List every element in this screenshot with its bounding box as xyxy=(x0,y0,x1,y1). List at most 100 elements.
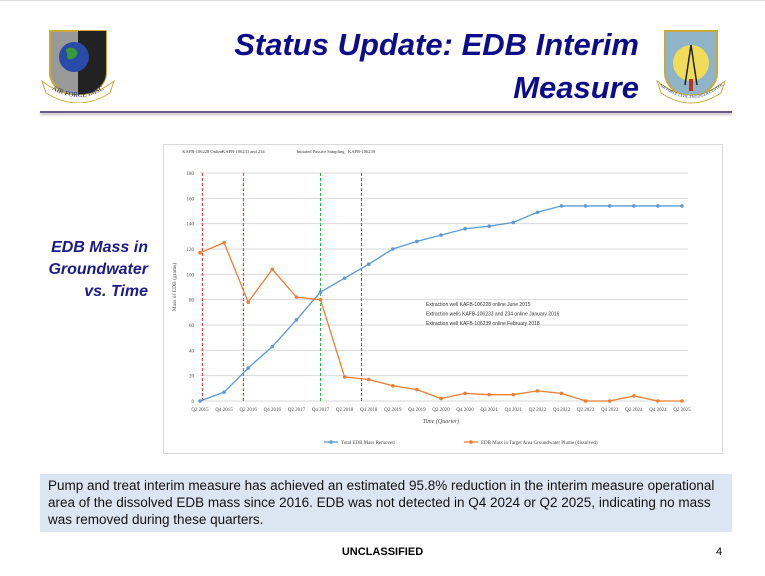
chart-annotation: Extraction well KAFB-106228 online June … xyxy=(426,302,531,308)
x-tick-label: Q4 2015 xyxy=(215,408,233,413)
x-tick-label: Q4 2023 xyxy=(601,408,619,413)
y-axis-label: Mass of EDB (grams) xyxy=(171,263,178,312)
side-label-line: vs. Time xyxy=(84,283,148,300)
side-label-line: EDB Mass in xyxy=(51,239,148,256)
data-point xyxy=(680,399,684,403)
data-point xyxy=(198,399,202,403)
chart-annotation: Extraction well KAFB-106239 online Febru… xyxy=(426,321,540,327)
x-axis-label: Time (Quarter) xyxy=(423,418,460,425)
data-point xyxy=(198,251,202,255)
x-tick-label: Q4 2018 xyxy=(360,408,378,413)
air-force-imsc-logo: AIR FORCE IMSC xyxy=(41,30,115,103)
x-tick-label: Q2 2021 xyxy=(481,408,499,413)
data-point xyxy=(680,204,684,208)
legend-label: EDB Mass in Target Area Groundwater Plum… xyxy=(481,441,598,446)
event-label: KAFB-106228 Online xyxy=(182,149,222,154)
data-point xyxy=(559,204,564,208)
x-tick-label: Q4 2019 xyxy=(408,408,426,413)
data-point xyxy=(391,384,395,388)
data-point xyxy=(318,297,323,302)
x-tick-label: Q2 2019 xyxy=(384,408,402,413)
data-point xyxy=(294,295,299,299)
data-point xyxy=(583,204,588,208)
y-tick-label: 160 xyxy=(187,197,195,202)
edb-mass-chart: 0 20 40 60 80 100 120 140 160 180 Q2 2015 Q4 2015 Q2… xyxy=(163,144,723,454)
data-point xyxy=(607,204,612,208)
x-tick-label: Q2 2025 xyxy=(673,408,691,413)
x-tick-label: Q4 2022 xyxy=(553,408,571,413)
y-tick-label: 100 xyxy=(187,273,195,278)
x-tick-label: Q2 2017 xyxy=(288,408,306,413)
x-tick-label: Q4 2020 xyxy=(456,408,474,413)
y-tick-label: 0 xyxy=(192,400,195,405)
y-tick-label: 60 xyxy=(189,324,195,329)
data-point xyxy=(246,366,250,370)
x-tick-label: Q2 2020 xyxy=(432,408,450,413)
data-point xyxy=(366,262,371,266)
data-point xyxy=(559,391,564,396)
legend-marker xyxy=(469,440,473,444)
y-tick-label: 20 xyxy=(189,375,195,380)
x-tick-label: Q4 2021 xyxy=(505,408,523,413)
data-point xyxy=(318,290,323,294)
data-point xyxy=(342,276,347,280)
page-title: Status Update: EDB Interim Measure xyxy=(234,27,639,105)
data-point xyxy=(270,267,275,272)
event-label: KAFB-106239 xyxy=(348,149,376,154)
y-tick-label: 180 xyxy=(187,172,195,177)
title-divider xyxy=(40,111,732,113)
page-number: 4 xyxy=(716,546,723,558)
y-tick-label: 80 xyxy=(189,299,195,304)
x-tick-label: Q2 2015 xyxy=(191,408,209,413)
data-point xyxy=(463,391,467,396)
data-point xyxy=(342,375,347,379)
data-point xyxy=(511,392,516,397)
x-tick-label: Q2 2023 xyxy=(577,408,595,413)
x-tick-label: Q2 2016 xyxy=(240,408,258,413)
classification-label: UNCLASSIFIED xyxy=(341,546,424,558)
x-tick-label: Q4 2024 xyxy=(649,408,667,413)
data-point xyxy=(246,300,250,304)
event-label: KAFB-106233 and 234 xyxy=(222,149,265,154)
data-point xyxy=(511,220,516,225)
data-point xyxy=(535,389,540,393)
data-point xyxy=(656,204,660,208)
y-tick-label: 40 xyxy=(189,349,195,354)
data-point xyxy=(439,396,443,401)
data-point xyxy=(487,224,492,228)
legend-marker xyxy=(329,440,333,444)
data-point xyxy=(607,399,612,403)
data-point xyxy=(632,394,636,398)
summary-text: Pump and treat interim measure has achie… xyxy=(40,474,732,532)
x-tick-label: Q2 2024 xyxy=(625,408,643,413)
data-point xyxy=(222,390,226,394)
data-point xyxy=(632,204,636,208)
data-point xyxy=(656,399,660,403)
data-point xyxy=(294,318,299,322)
x-tick-label: Q2 2018 xyxy=(336,408,354,413)
x-tick-label: Q2 2022 xyxy=(529,408,547,413)
chart-svg: 0 20 40 60 80 100 120 140 160 180 Q2 2015 Q4 2015 Q2… xyxy=(171,149,691,446)
air-force-civil-engineer-center-logo: AIR FORCE CIVIL ENGINEER CENTER xyxy=(655,30,727,104)
y-tick-label: 140 xyxy=(187,223,195,228)
data-point xyxy=(439,233,443,237)
y-tick-label: 120 xyxy=(187,248,195,253)
legend-label: Total EDB Mass Removed xyxy=(341,441,395,446)
x-tick-label: Q4 2017 xyxy=(312,408,330,413)
data-point xyxy=(366,377,371,382)
data-point xyxy=(463,226,467,231)
side-label-line: Groundwater xyxy=(48,261,148,278)
chart-side-label: EDB Mass in Groundwater vs. Time xyxy=(20,237,148,303)
data-point xyxy=(391,247,395,251)
data-point xyxy=(487,392,492,397)
data-point xyxy=(415,387,419,392)
x-tick-label: Q4 2016 xyxy=(264,408,282,413)
event-label: Initiated Passive Sampling xyxy=(297,149,346,154)
data-point xyxy=(222,240,226,245)
data-point xyxy=(415,239,419,244)
chart-annotation: Extraction wells KAFB-106233 and 234 onl… xyxy=(426,312,560,318)
data-point xyxy=(583,399,588,403)
data-point xyxy=(270,344,275,349)
data-point xyxy=(535,210,540,215)
